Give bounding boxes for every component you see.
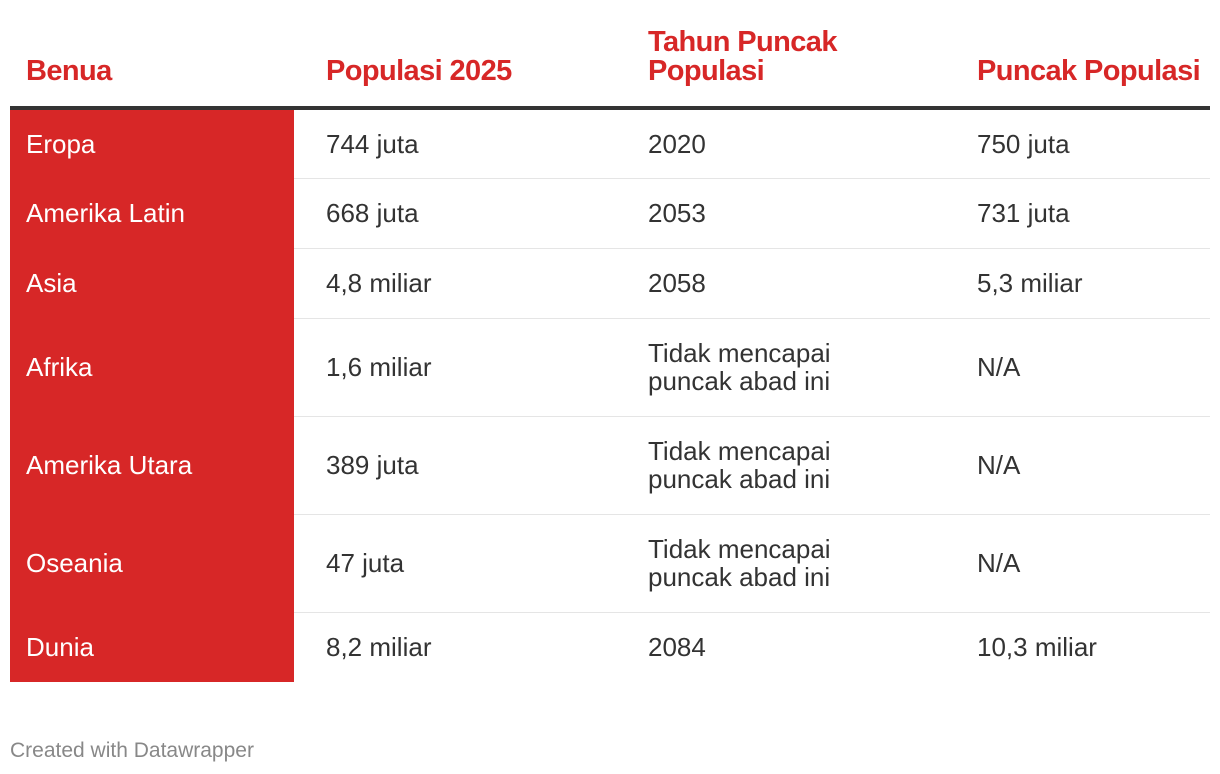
table-cell: 731 juta — [945, 178, 1210, 249]
table-cell: 2084 — [648, 632, 706, 663]
table-cell: 2020 — [616, 108, 945, 179]
datawrapper-credit[interactable]: Created with Datawrapper — [10, 739, 254, 762]
column-header: Populasi 2025 — [294, 0, 616, 110]
table-cell: 750 juta — [945, 108, 1210, 179]
table-cell: 389 juta — [294, 416, 616, 515]
row-label-cell: Oseania — [10, 514, 294, 613]
table-cell: 5,3 miliar — [945, 248, 1210, 319]
row-label-cell: Asia — [10, 248, 294, 319]
table-cell: Tidak mencapai puncak abad ini — [616, 514, 945, 613]
table-row: Dunia 8,2 miliar 2084 10,3 miliar — [10, 612, 1210, 682]
table-body: Eropa 744 juta 2020 750 juta Amerika Latin 66… — [10, 108, 1210, 682]
column-header: Tahun Puncak Populasi — [616, 0, 945, 110]
table-cell: 47 juta — [294, 514, 616, 613]
table-row: Eropa 744 juta 2020 750 juta — [10, 108, 1210, 179]
population-table: Benua Populasi 2025 Tahun Puncak Populasi P… — [10, 0, 1210, 682]
row-label-cell: Afrika — [10, 318, 294, 417]
table-cell: N/A — [945, 318, 1210, 417]
header-row: Benua Populasi 2025 Tahun Puncak Populasi P… — [10, 0, 1210, 110]
column-header: Benua — [10, 0, 294, 110]
table-cell: Tidak mencapai puncak abad ini — [616, 416, 945, 515]
table-cell: N/A — [945, 514, 1210, 613]
table-cell: 2058 — [616, 248, 945, 319]
table-row: Afrika 1,6 miliar Tidak mencapai puncak ab… — [10, 318, 1210, 417]
row-label-cell: Amerika Utara — [10, 416, 294, 515]
column-header: Puncak Populasi — [945, 0, 1210, 110]
table-row: Asia 4,8 miliar 2058 5,3 miliar — [10, 248, 1210, 319]
table-cell: 2053 — [616, 178, 945, 249]
table-row: Amerika Latin 668 juta 2053 731 juta — [10, 178, 1210, 249]
table-row: Amerika Utara 389 juta Tidak mencapai punc… — [10, 416, 1210, 515]
data-table-container: Benua Populasi 2025 Tahun Puncak Populasi P… — [10, 0, 1210, 682]
table-cell: 1,6 miliar — [294, 318, 616, 417]
table-cell: 744 juta — [294, 108, 616, 179]
table-cell: 668 juta — [294, 178, 616, 249]
row-label-cell: Dunia — [10, 612, 294, 682]
row-label-cell: Amerika Latin — [10, 178, 294, 249]
table-cell: 4,8 miliar — [294, 248, 616, 319]
table-cell: 8,2 miliar — [326, 632, 432, 663]
table-cell: 10,3 miliar — [977, 632, 1097, 663]
table-cell: N/A — [945, 416, 1210, 515]
table-row: Oseania 47 juta Tidak mencapai puncak abad… — [10, 514, 1210, 613]
table-cell: Tidak mencapai puncak abad ini — [616, 318, 945, 417]
row-label-cell: Eropa — [10, 108, 294, 179]
